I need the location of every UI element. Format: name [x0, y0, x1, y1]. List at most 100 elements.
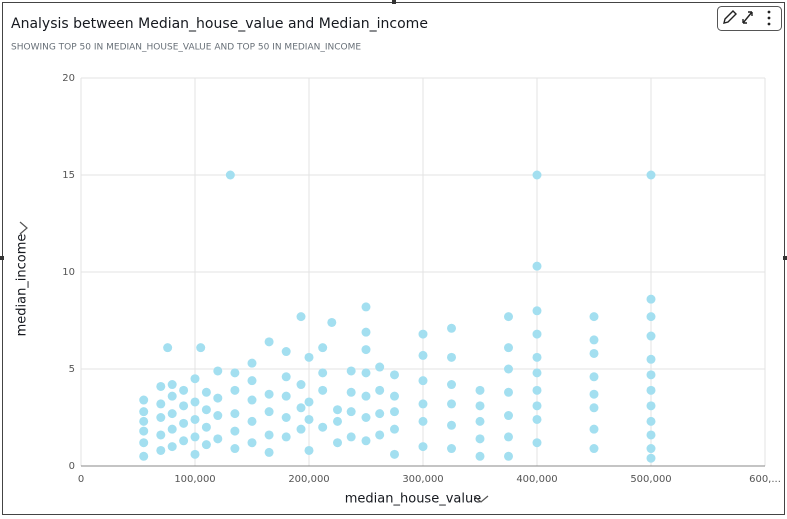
point [230, 426, 240, 436]
point [646, 331, 656, 341]
point [375, 430, 385, 440]
y-tick-label: 5 [69, 364, 75, 375]
point [346, 387, 356, 397]
point [418, 376, 428, 386]
point [318, 422, 328, 432]
chart-subtitle: SHOWING TOP 50 IN MEDIAN_HOUSE_VALUE AND… [11, 43, 361, 53]
x-axis-chevron[interactable] [473, 495, 489, 503]
point [504, 432, 513, 442]
point [646, 312, 656, 322]
point [447, 380, 456, 390]
point [167, 380, 177, 390]
x-tick-label: 200,000 [288, 474, 329, 485]
point [190, 432, 200, 442]
point [304, 445, 314, 455]
point [167, 391, 177, 401]
point [375, 362, 385, 372]
point [390, 407, 399, 417]
point [179, 401, 189, 411]
resize-handle[interactable] [0, 256, 4, 260]
point [281, 391, 291, 401]
plot-area: 0 5 10 15 20 0 100,000 200,000 300,000 400,000 500… [62, 73, 781, 485]
point [504, 343, 513, 353]
point [375, 385, 385, 395]
point [418, 399, 428, 409]
resize-handle[interactable] [392, 0, 396, 4]
point [281, 432, 291, 442]
point [532, 385, 542, 395]
point [167, 442, 177, 452]
toolbar [717, 6, 782, 31]
point [296, 380, 306, 390]
y-axis-chevron[interactable] [19, 221, 28, 235]
point [156, 381, 166, 391]
point [447, 444, 456, 454]
y-tick-label: 10 [62, 267, 75, 278]
point [361, 436, 371, 446]
y-axis-label[interactable]: median_income [15, 234, 30, 337]
point [418, 350, 428, 360]
point [247, 438, 257, 448]
point [333, 416, 342, 426]
point [247, 358, 257, 368]
point [532, 438, 542, 448]
point [281, 372, 291, 382]
point [589, 312, 599, 322]
point [475, 385, 485, 395]
point [167, 409, 177, 419]
point [333, 438, 342, 448]
point [646, 453, 656, 463]
expand-icon[interactable] [742, 11, 753, 24]
point [589, 372, 599, 382]
point [646, 354, 656, 364]
point [296, 312, 306, 322]
point [532, 170, 542, 180]
point [304, 352, 314, 362]
point [504, 312, 513, 322]
point [139, 395, 149, 405]
point [390, 391, 399, 401]
point [156, 430, 166, 440]
point [304, 414, 314, 424]
point [447, 352, 456, 362]
point [225, 170, 235, 180]
point [346, 366, 356, 376]
point [213, 366, 223, 376]
point [475, 401, 485, 411]
x-axis-label[interactable]: median_house_value [345, 492, 481, 507]
menu-icon[interactable] [767, 10, 771, 26]
point [247, 395, 257, 405]
point [281, 347, 291, 357]
point [201, 422, 211, 432]
x-tick-label: 100,000 [174, 474, 215, 485]
x-tick-label: 500,000 [630, 474, 671, 485]
point [296, 424, 306, 434]
point [361, 391, 371, 401]
point [346, 432, 356, 442]
point [646, 370, 656, 380]
point [589, 335, 599, 345]
point [532, 368, 542, 378]
point [532, 352, 542, 362]
point [281, 413, 291, 422]
resize-handle[interactable] [783, 256, 787, 260]
point [190, 449, 200, 459]
point [361, 302, 371, 312]
point [179, 418, 189, 428]
point [504, 387, 513, 397]
point [589, 389, 599, 399]
edit-icon[interactable] [723, 10, 737, 24]
point [504, 451, 513, 461]
point [201, 387, 211, 397]
point [264, 389, 274, 399]
point [589, 403, 599, 413]
point [318, 343, 328, 353]
point [230, 385, 240, 395]
y-tick-label: 20 [62, 73, 75, 84]
x-tick-label: 400,000 [516, 474, 557, 485]
point [589, 444, 599, 454]
point [156, 399, 166, 409]
point [504, 411, 513, 421]
